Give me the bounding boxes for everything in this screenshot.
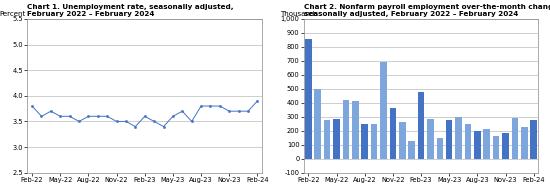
Bar [418,92,425,159]
Bar [502,133,509,159]
Bar [493,136,499,159]
Bar [446,119,453,159]
Bar [427,119,434,159]
Text: Chart 2. Nonfarm payroll employment over-the-month change,
seasonally adjusted, : Chart 2. Nonfarm payroll employment over… [304,4,550,17]
Bar [380,62,387,159]
Bar [324,120,331,159]
Bar [483,129,490,159]
Bar [371,124,377,159]
Text: Percent: Percent [0,11,25,17]
Text: Thousands: Thousands [280,11,318,17]
Bar [315,89,321,159]
Bar [437,138,443,159]
Bar [305,39,312,159]
Bar [474,131,481,159]
Bar [465,124,471,159]
Bar [409,140,415,159]
Bar [399,122,405,159]
Bar [343,100,349,159]
Bar [521,127,527,159]
Text: Chart 1. Unemployment rate, seasonally adjusted,
February 2022 – February 2024: Chart 1. Unemployment rate, seasonally a… [28,4,234,17]
Bar [361,125,368,159]
Bar [389,108,396,159]
Bar [333,119,340,159]
Bar [512,118,518,159]
Bar [530,120,537,159]
Bar [455,117,462,159]
Bar [352,101,359,159]
